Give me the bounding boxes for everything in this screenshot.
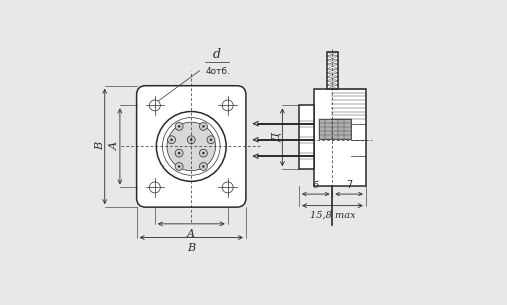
Circle shape <box>222 100 233 111</box>
Circle shape <box>222 182 233 193</box>
Text: A: A <box>187 229 195 239</box>
Text: б: б <box>313 181 319 190</box>
Circle shape <box>199 163 207 170</box>
Text: d: d <box>213 48 221 61</box>
Circle shape <box>167 122 215 171</box>
Circle shape <box>168 136 175 144</box>
Circle shape <box>202 152 205 154</box>
Circle shape <box>190 138 193 141</box>
Text: A: A <box>110 142 120 150</box>
Circle shape <box>175 149 183 157</box>
Text: 7: 7 <box>346 181 352 190</box>
Circle shape <box>199 122 207 130</box>
Circle shape <box>175 122 183 130</box>
Text: B: B <box>187 243 195 253</box>
Circle shape <box>175 163 183 170</box>
FancyBboxPatch shape <box>136 86 246 207</box>
Bar <box>319 119 351 139</box>
Bar <box>314 89 366 186</box>
Circle shape <box>202 125 205 127</box>
Text: 15,8 max: 15,8 max <box>310 210 355 220</box>
Circle shape <box>207 136 215 144</box>
Circle shape <box>202 165 205 168</box>
Text: B: B <box>95 142 105 150</box>
Circle shape <box>170 138 173 141</box>
Text: Д: Д <box>272 133 282 142</box>
Circle shape <box>199 149 207 157</box>
Circle shape <box>178 165 180 168</box>
Circle shape <box>150 100 160 111</box>
Bar <box>327 52 338 89</box>
Circle shape <box>210 138 212 141</box>
Bar <box>299 106 314 169</box>
Circle shape <box>187 136 195 144</box>
Circle shape <box>178 125 180 127</box>
Circle shape <box>178 152 180 154</box>
Text: 4отб.: 4отб. <box>205 67 230 77</box>
Circle shape <box>150 182 160 193</box>
